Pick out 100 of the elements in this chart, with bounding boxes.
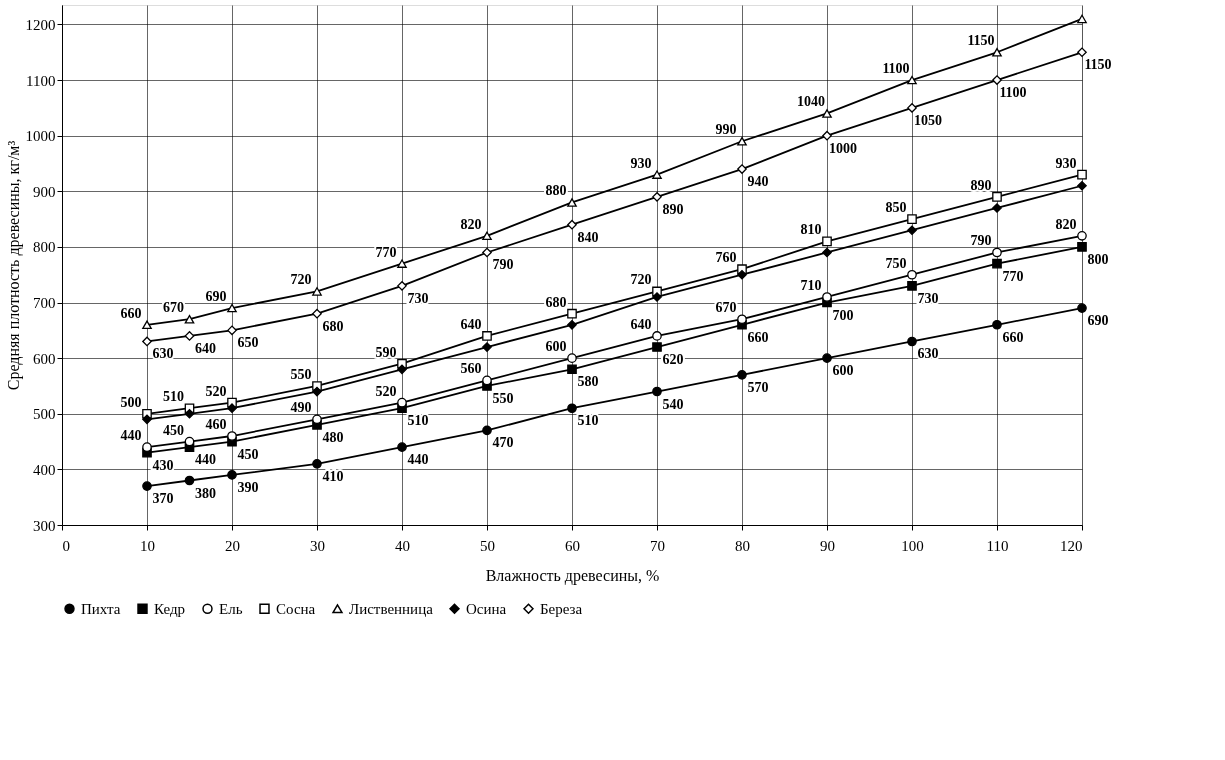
point [567, 198, 577, 207]
data-label: 720 [290, 272, 312, 288]
data-label: 650 [237, 335, 259, 351]
point [652, 342, 662, 352]
legend-label: Береза [540, 600, 583, 617]
point [312, 459, 322, 469]
point [567, 219, 577, 230]
legend-label: Кедр [154, 600, 186, 617]
data-label: 790 [970, 233, 992, 249]
legend-label: Пихта [81, 600, 121, 617]
data-label: 640 [460, 316, 482, 332]
data-label: 690 [205, 289, 227, 305]
point [184, 408, 195, 419]
data-label: 710 [800, 277, 822, 293]
data-label: 560 [460, 361, 482, 377]
y-tick-label: 600 [33, 350, 56, 367]
data-label: 510 [577, 413, 599, 429]
data-label: 380 [195, 485, 216, 501]
data-label: 440 [195, 452, 216, 468]
point [907, 103, 917, 113]
point [652, 386, 662, 397]
point [142, 481, 152, 491]
data-label: 540 [662, 396, 684, 412]
y-tick-label: 1100 [26, 72, 56, 89]
y-tick-label: 300 [33, 517, 56, 534]
point [482, 342, 492, 352]
data-label: 840 [577, 229, 599, 245]
x-tick-label: 30 [310, 537, 325, 554]
legend-label: Сосна [276, 600, 316, 617]
legend-label: Лиственница [349, 600, 434, 617]
data-label: 1150 [967, 33, 995, 49]
point [227, 403, 237, 414]
point [992, 258, 1002, 269]
data-label: 730 [917, 290, 939, 306]
point [142, 414, 152, 425]
point [907, 281, 917, 291]
point [737, 269, 747, 280]
point [737, 314, 747, 325]
data-label: 660 [1002, 329, 1024, 345]
point [567, 308, 577, 319]
data-label: 580 [577, 374, 599, 390]
point [907, 214, 917, 224]
point [184, 314, 195, 324]
y-tick-label: 400 [33, 461, 56, 478]
data-label: 690 [1087, 313, 1109, 329]
data-label: 510 [163, 389, 184, 405]
x-tick-label: 50 [480, 537, 495, 554]
data-label: 1150 [1084, 57, 1112, 73]
point [992, 319, 1002, 330]
point [567, 319, 577, 330]
data-label: 1100 [999, 85, 1027, 101]
x-tick-label: 100 [901, 537, 924, 554]
point [482, 231, 492, 241]
data-label: 800 [1087, 251, 1109, 267]
point [312, 287, 322, 296]
data-label: 460 [205, 417, 227, 433]
data-label: 600 [832, 363, 854, 379]
point [907, 75, 917, 85]
point [822, 109, 832, 118]
data-label: 930 [1055, 155, 1077, 171]
legend-label: Осина [466, 600, 507, 617]
point [184, 436, 195, 447]
point [737, 136, 747, 146]
data-label: 790 [492, 257, 514, 273]
data-label: 820 [1055, 216, 1077, 232]
data-label: 550 [290, 366, 312, 382]
point [652, 292, 662, 302]
x-tick-label: 90 [820, 537, 835, 554]
x-tick-label: 40 [395, 537, 410, 554]
y-axis-title: Средняя плотность древесины, кг/м³ [4, 140, 23, 391]
data-label: 670 [163, 300, 184, 316]
data-label: 890 [970, 177, 992, 193]
x-axis-title: Влажность древесины, % [485, 566, 660, 585]
point [1077, 303, 1087, 313]
point [907, 269, 917, 280]
x-tick-label: 70 [650, 537, 665, 554]
data-label: 700 [832, 307, 854, 323]
point [1077, 47, 1087, 58]
data-label: 500 [120, 394, 142, 410]
point [567, 364, 577, 375]
point [1077, 14, 1087, 24]
point [312, 414, 322, 425]
point [567, 403, 577, 414]
data-label: 520 [205, 383, 227, 399]
data-label: 480 [322, 429, 344, 445]
y-tick-label: 700 [33, 295, 56, 312]
point [992, 192, 1002, 202]
data-label: 750 [885, 255, 907, 271]
point [737, 370, 747, 380]
data-label: 1040 [797, 94, 825, 110]
point [992, 203, 1002, 213]
point [397, 397, 407, 408]
data-label: 810 [800, 222, 822, 238]
data-label: 640 [630, 316, 652, 332]
data-label: 1050 [914, 112, 942, 128]
data-label: 550 [492, 390, 514, 406]
y-tick-label: 1200 [25, 16, 56, 33]
data-label: 720 [630, 272, 652, 288]
x-tick-label: 0 [62, 537, 70, 554]
point [312, 386, 322, 397]
